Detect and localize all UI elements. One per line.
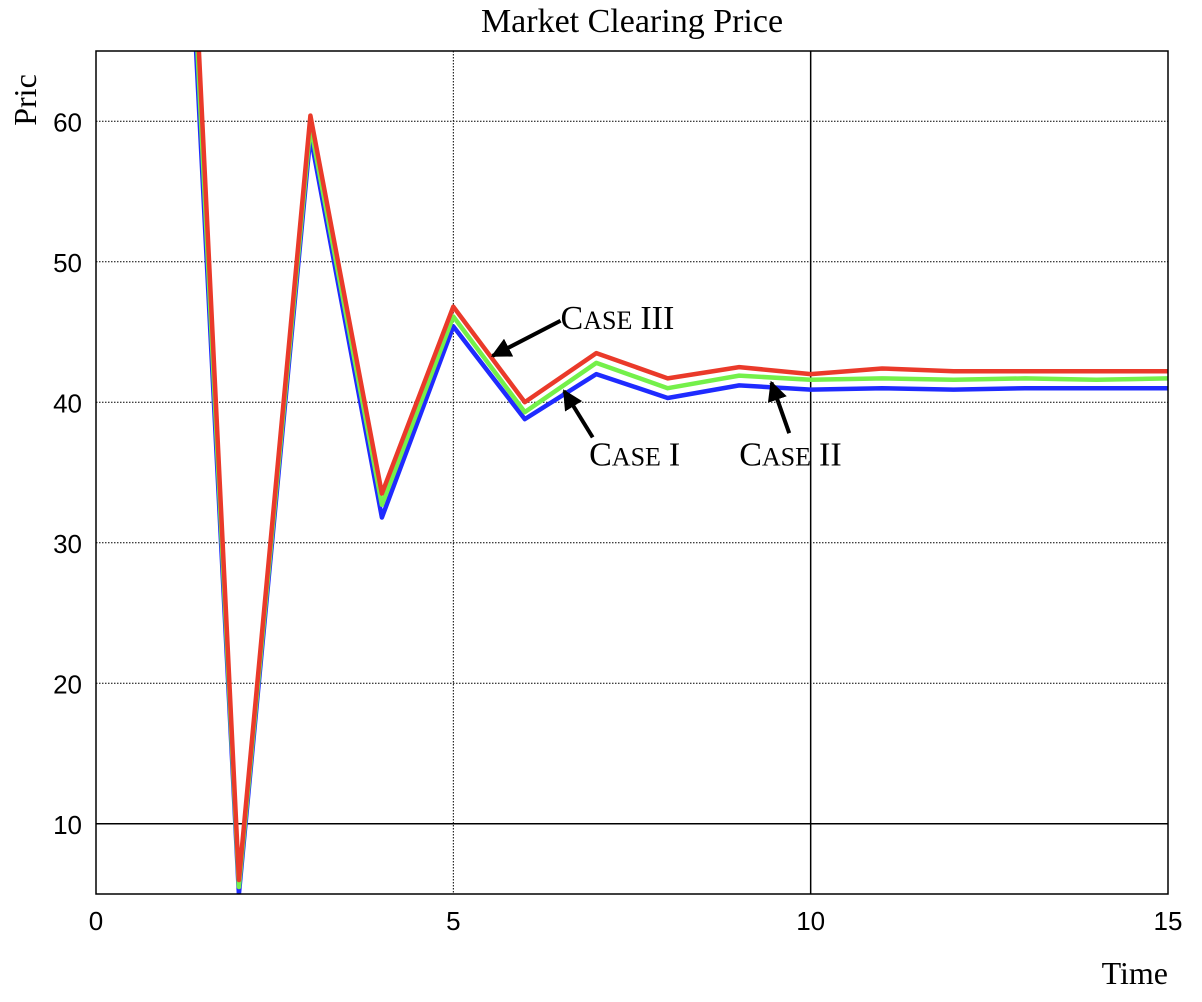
x-tick-label: 0 xyxy=(89,906,103,936)
y-tick-label: 20 xyxy=(53,669,82,699)
y-tick-label: 60 xyxy=(53,107,82,137)
grid-lines xyxy=(96,51,1168,894)
y-tick-label: 30 xyxy=(53,529,82,559)
axis-ticks: 10 20 30 40 50 60 0 5 10 15 xyxy=(53,107,1182,936)
y-tick-label: 50 xyxy=(53,248,82,278)
annotation-label: CASE I xyxy=(589,436,680,473)
annotation-label-smallcaps: ASE xyxy=(762,442,811,471)
plot-frame xyxy=(95,50,1169,895)
annotation-label-numeral: I xyxy=(669,436,680,473)
series-lines xyxy=(193,51,1168,894)
annotation-label: CASE II xyxy=(739,436,841,473)
x-tick-label: 15 xyxy=(1154,906,1183,936)
y-tick-label: 40 xyxy=(53,388,82,418)
annotation-arrow xyxy=(562,389,595,439)
y-axis-label: Pric xyxy=(7,74,43,126)
annotation-label-numeral: III xyxy=(640,300,674,337)
annotation-label-initial: C xyxy=(561,300,584,337)
annotation-label: CASE III xyxy=(561,300,675,337)
chart-title: Market Clearing Price xyxy=(481,3,783,40)
series-line-2 xyxy=(195,51,1168,890)
x-tick-label: 10 xyxy=(796,906,825,936)
x-axis-label: Time xyxy=(1102,955,1168,991)
annotation-label-initial: C xyxy=(739,436,762,473)
x-tick-label: 5 xyxy=(446,906,460,936)
annotation-label-smallcaps: ASE xyxy=(612,442,661,471)
annotation-arrow xyxy=(767,380,792,434)
series-line-3 xyxy=(196,51,1168,883)
series-line-1 xyxy=(193,51,1168,894)
annotation-label-smallcaps: ASE xyxy=(583,306,632,335)
annotation-label-numeral: II xyxy=(819,436,842,473)
annotation-label-initial: C xyxy=(589,436,612,473)
annotation-arrow xyxy=(490,318,562,358)
y-tick-label: 10 xyxy=(53,810,82,840)
